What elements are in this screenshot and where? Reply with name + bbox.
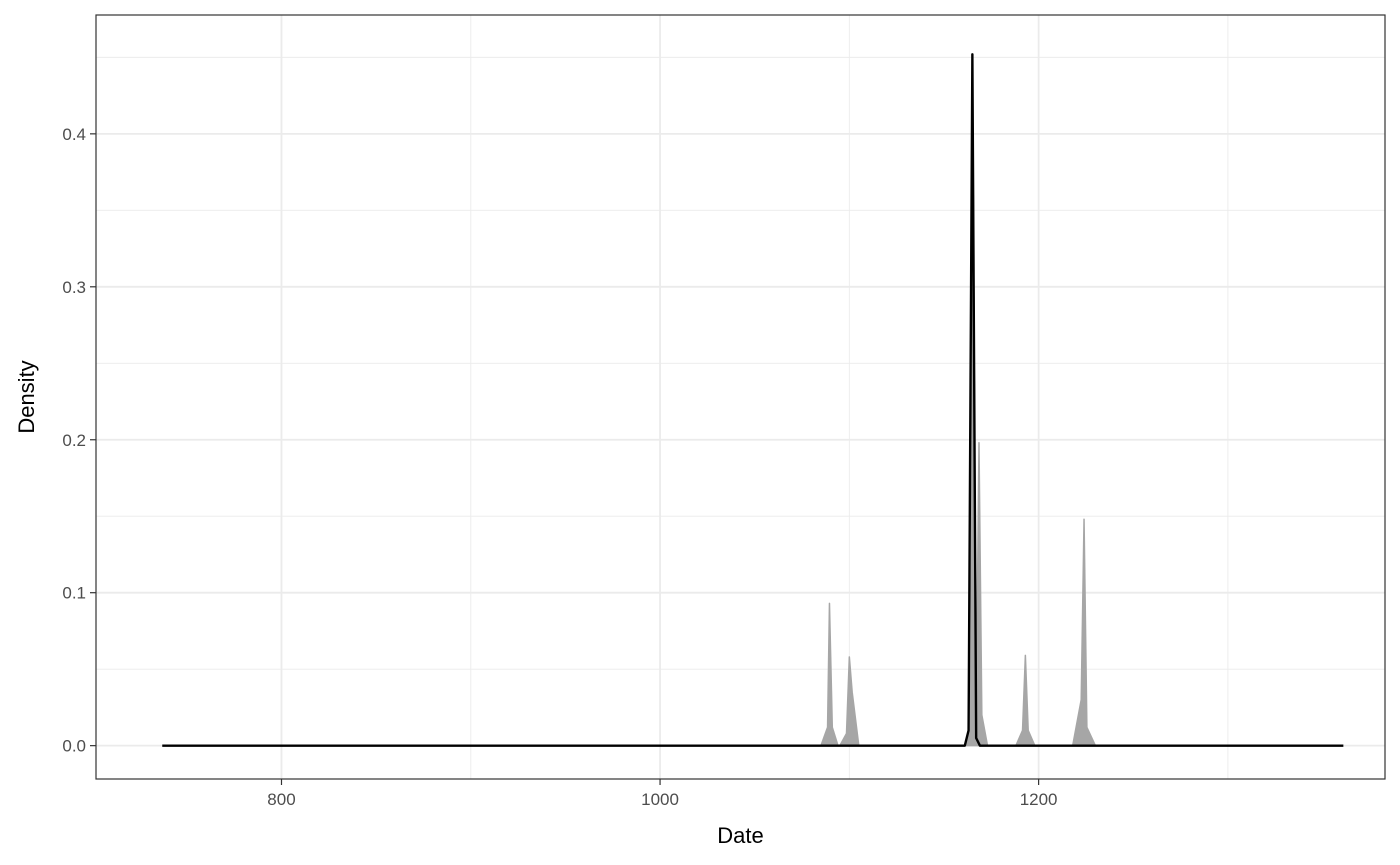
density-peak-3: [964, 194, 989, 747]
x-tick-label: 800: [267, 790, 295, 809]
x-tick-label: 1000: [641, 790, 679, 809]
y-tick-label: 0.0: [62, 737, 86, 756]
y-axis-title: Density: [14, 360, 39, 433]
x-axis-title: Date: [717, 823, 763, 848]
density-line-group: [162, 53, 1344, 747]
y-tick-label: 0.4: [62, 125, 86, 144]
axis-ticks: [90, 133, 1040, 785]
tick-labels: 800 1000 1200 0.0 0.1 0.2 0.3 0.4: [62, 125, 1057, 809]
y-tick-label: 0.2: [62, 431, 86, 450]
y-tick-label: 0.3: [62, 278, 86, 297]
grid-minor: [96, 15, 1385, 779]
y-tick-label: 0.1: [62, 584, 86, 603]
density-peaks: [820, 194, 1097, 747]
x-tick-label: 1200: [1020, 790, 1058, 809]
density-line: [162, 53, 1344, 747]
panel-border: [95, 14, 1386, 780]
